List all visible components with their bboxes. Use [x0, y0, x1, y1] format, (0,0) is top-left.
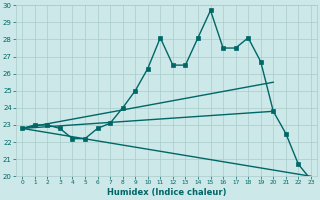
- X-axis label: Humidex (Indice chaleur): Humidex (Indice chaleur): [107, 188, 226, 197]
